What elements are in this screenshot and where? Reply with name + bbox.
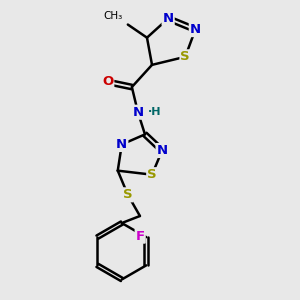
Text: S: S [147, 168, 157, 181]
Text: N: N [163, 12, 174, 25]
Text: N: N [116, 138, 128, 151]
Text: N: N [157, 144, 168, 157]
Text: N: N [190, 23, 201, 36]
Text: ·H: ·H [148, 107, 161, 117]
Text: F: F [136, 230, 145, 243]
Text: N: N [132, 106, 143, 119]
Text: O: O [102, 76, 113, 88]
Text: S: S [123, 188, 133, 201]
Text: CH₃: CH₃ [103, 11, 123, 20]
Text: S: S [181, 50, 190, 63]
